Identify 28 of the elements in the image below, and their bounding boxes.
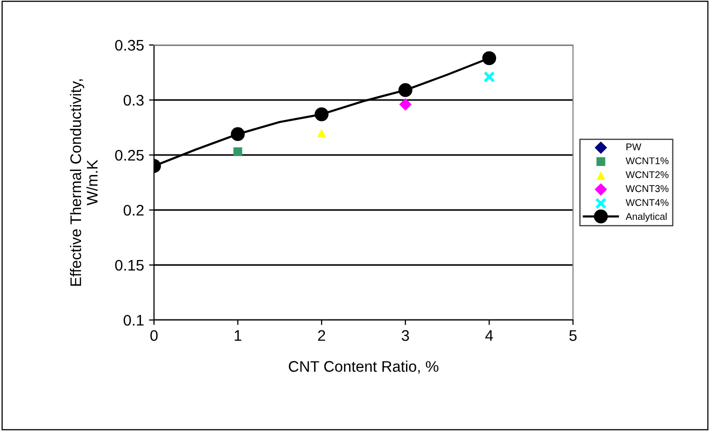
legend-label: WCNT4% [626,199,669,206]
legend-label: WCNT2% [626,171,669,178]
x-axis-title: CNT Content Ratio, % [288,360,438,374]
x-tick-label: 3 [402,330,409,341]
y-tick-label: 0.2 [124,204,144,216]
x-tick-label: 5 [569,330,577,341]
y-tick-label: 0.1 [124,314,144,326]
point [483,71,495,83]
y-tick-label: 0.25 [115,150,144,161]
y-tick-label: 0.35 [115,40,144,51]
y-axis-title: Effective Thermal Conductivity, W/m.K [70,79,98,286]
point [233,147,242,156]
point [230,127,245,142]
y-tick-label: 0.15 [115,260,144,271]
legend-label: WCNT1% [626,157,669,164]
point [317,128,326,138]
x-tick-label: 4 [485,330,493,341]
legend-label: WCNT3% [626,185,669,192]
legend-label: PW [626,144,642,150]
x-tick-label: 1 [234,330,242,341]
point [482,51,496,66]
point [398,83,412,98]
point [399,98,412,111]
legend-label: Analytical [626,212,667,222]
x-tick-label: 2 [318,330,326,341]
x-tick-label: 0 [150,330,158,341]
y-tick-label: 0.3 [124,94,144,106]
point [314,107,329,122]
